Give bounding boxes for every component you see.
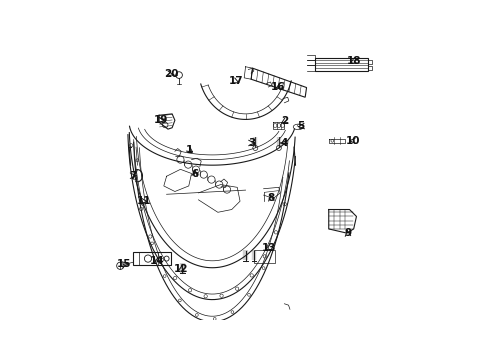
Text: 2: 2: [281, 116, 288, 126]
Text: 7: 7: [130, 171, 137, 181]
Text: 18: 18: [347, 56, 362, 66]
Text: 14: 14: [150, 256, 165, 266]
Text: 11: 11: [136, 196, 151, 206]
Text: 8: 8: [268, 193, 275, 203]
Bar: [133, 252, 171, 265]
Polygon shape: [159, 114, 175, 129]
Text: 15: 15: [117, 260, 131, 269]
Text: 6: 6: [191, 169, 198, 179]
Text: 16: 16: [271, 82, 286, 92]
Text: 5: 5: [297, 121, 305, 131]
Text: 12: 12: [174, 264, 189, 274]
Bar: [254, 250, 275, 263]
Text: 9: 9: [344, 228, 351, 238]
Text: 17: 17: [228, 76, 243, 86]
Text: 19: 19: [154, 115, 168, 125]
Text: 20: 20: [164, 69, 178, 79]
Text: 10: 10: [346, 136, 360, 146]
Text: 13: 13: [262, 243, 276, 253]
Text: 3: 3: [248, 138, 255, 148]
Text: 4: 4: [280, 138, 288, 148]
Text: 1: 1: [186, 145, 193, 155]
